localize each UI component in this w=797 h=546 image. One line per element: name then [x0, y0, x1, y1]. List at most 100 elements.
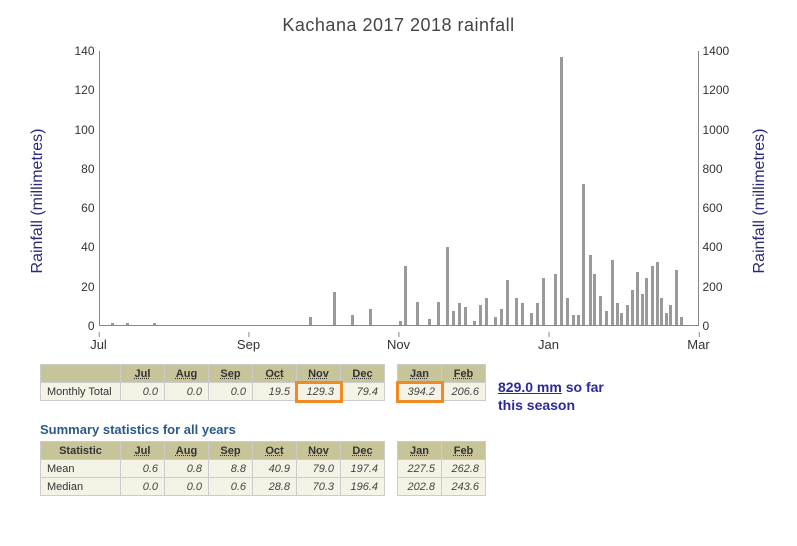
month-head: Oct	[253, 442, 297, 460]
summary-table-a: StatisticJulAugSepOctNovDec Mean0.60.88.…	[40, 441, 385, 496]
stat-label: Mean	[41, 460, 121, 478]
x-ticks: JulSepNovJanMar	[99, 331, 699, 356]
bar	[665, 313, 668, 325]
bar	[479, 305, 482, 325]
plot-area	[99, 51, 699, 326]
x-tick: Nov	[387, 337, 410, 352]
stat-value: 196.4	[341, 478, 385, 496]
summary-row: StatisticJulAugSepOctNovDec Mean0.60.88.…	[40, 441, 787, 496]
bar	[641, 294, 644, 325]
bar	[577, 315, 580, 325]
bar	[593, 274, 596, 325]
y-axis-left-label: Rainfall (millimetres)	[29, 129, 47, 274]
season-note-suffix2: this season	[498, 397, 575, 413]
bar	[620, 313, 623, 325]
x-tick: Jan	[538, 337, 559, 352]
monthly-value: 0.0	[209, 383, 253, 401]
y-tick-left: 60	[81, 201, 98, 215]
bar	[605, 311, 608, 325]
month-head: Dec	[341, 365, 385, 383]
monthly-total-row: JulAugSepOctNovDec Monthly Total0.00.00.…	[40, 364, 787, 414]
bar	[351, 315, 354, 325]
stat-value: 28.8	[253, 478, 297, 496]
bar	[631, 290, 634, 325]
bar	[309, 317, 312, 325]
stat-value: 79.0	[297, 460, 341, 478]
bar	[428, 319, 431, 325]
stat-value: 0.0	[165, 478, 209, 496]
bar	[636, 272, 639, 325]
bar	[404, 266, 407, 325]
bar	[616, 303, 619, 325]
bar	[500, 309, 503, 325]
table-row: Mean0.60.88.840.979.0197.4	[41, 460, 385, 478]
month-head: Jul	[121, 365, 165, 383]
month-head: Jan	[398, 365, 442, 383]
y-ticks-left: 020406080100120140	[49, 51, 99, 326]
bar	[446, 247, 449, 325]
month-head: Sep	[209, 442, 253, 460]
bar	[560, 57, 563, 325]
bar	[464, 307, 467, 325]
x-tick: Jul	[90, 337, 107, 352]
y-tick-right: 1200	[699, 83, 730, 97]
y-tick-left: 80	[81, 162, 98, 176]
bar	[656, 262, 659, 325]
month-head: Nov	[297, 365, 341, 383]
y-tick-left: 120	[74, 83, 98, 97]
stat-label: Median	[41, 478, 121, 496]
bar	[530, 313, 533, 325]
bar	[473, 321, 476, 325]
bar	[611, 260, 614, 325]
y-tick-right: 1400	[699, 44, 730, 58]
chart-title: Kachana 2017 2018 rainfall	[10, 15, 787, 36]
bar	[485, 298, 488, 325]
bar	[589, 255, 592, 325]
bar	[437, 302, 440, 325]
month-head: Oct	[253, 365, 297, 383]
bar	[680, 317, 683, 325]
bar	[506, 280, 509, 325]
stat-value: 262.8	[442, 460, 486, 478]
bar	[660, 298, 663, 325]
bar	[572, 315, 575, 325]
month-head: Feb	[442, 442, 486, 460]
bar	[645, 278, 648, 325]
monthly-total-table-a: JulAugSepOctNovDec Monthly Total0.00.00.…	[40, 364, 385, 401]
monthly-value: 0.0	[165, 383, 209, 401]
month-head: Dec	[341, 442, 385, 460]
bar	[126, 323, 129, 325]
monthly-value: 394.2	[398, 383, 442, 401]
stat-value: 0.6	[121, 460, 165, 478]
bar	[399, 321, 402, 325]
season-total-value: 829.0 mm	[498, 379, 562, 395]
bar	[651, 266, 654, 325]
monthly-value: 129.3	[297, 383, 341, 401]
stat-value: 8.8	[209, 460, 253, 478]
bars-container	[100, 51, 698, 325]
y-tick-left: 140	[74, 44, 98, 58]
summary-title: Summary statistics for all years	[40, 422, 787, 437]
season-note-suffix1: so far	[562, 379, 604, 395]
bar	[369, 309, 372, 325]
y-tick-right: 600	[699, 201, 723, 215]
monthly-total-label: Monthly Total	[41, 383, 121, 401]
bar	[626, 305, 629, 325]
bar	[452, 311, 455, 325]
bar	[599, 296, 602, 325]
x-tick: Mar	[687, 337, 709, 352]
bar	[554, 274, 557, 325]
monthly-value: 79.4	[341, 383, 385, 401]
y-tick-left: 40	[81, 240, 98, 254]
table-row: Median0.00.00.628.870.3196.4	[41, 478, 385, 496]
month-head: Jul	[121, 442, 165, 460]
month-head: Feb	[442, 365, 486, 383]
y-tick-left: 100	[74, 123, 98, 137]
month-head: Sep	[209, 365, 253, 383]
tables-section: JulAugSepOctNovDec Monthly Total0.00.00.…	[40, 364, 787, 496]
month-head: Nov	[297, 442, 341, 460]
monthly-total-table-b: JanFeb 394.2206.6	[397, 364, 486, 401]
month-head: Aug	[165, 442, 209, 460]
month-head: Jan	[398, 442, 442, 460]
bar	[494, 317, 497, 325]
